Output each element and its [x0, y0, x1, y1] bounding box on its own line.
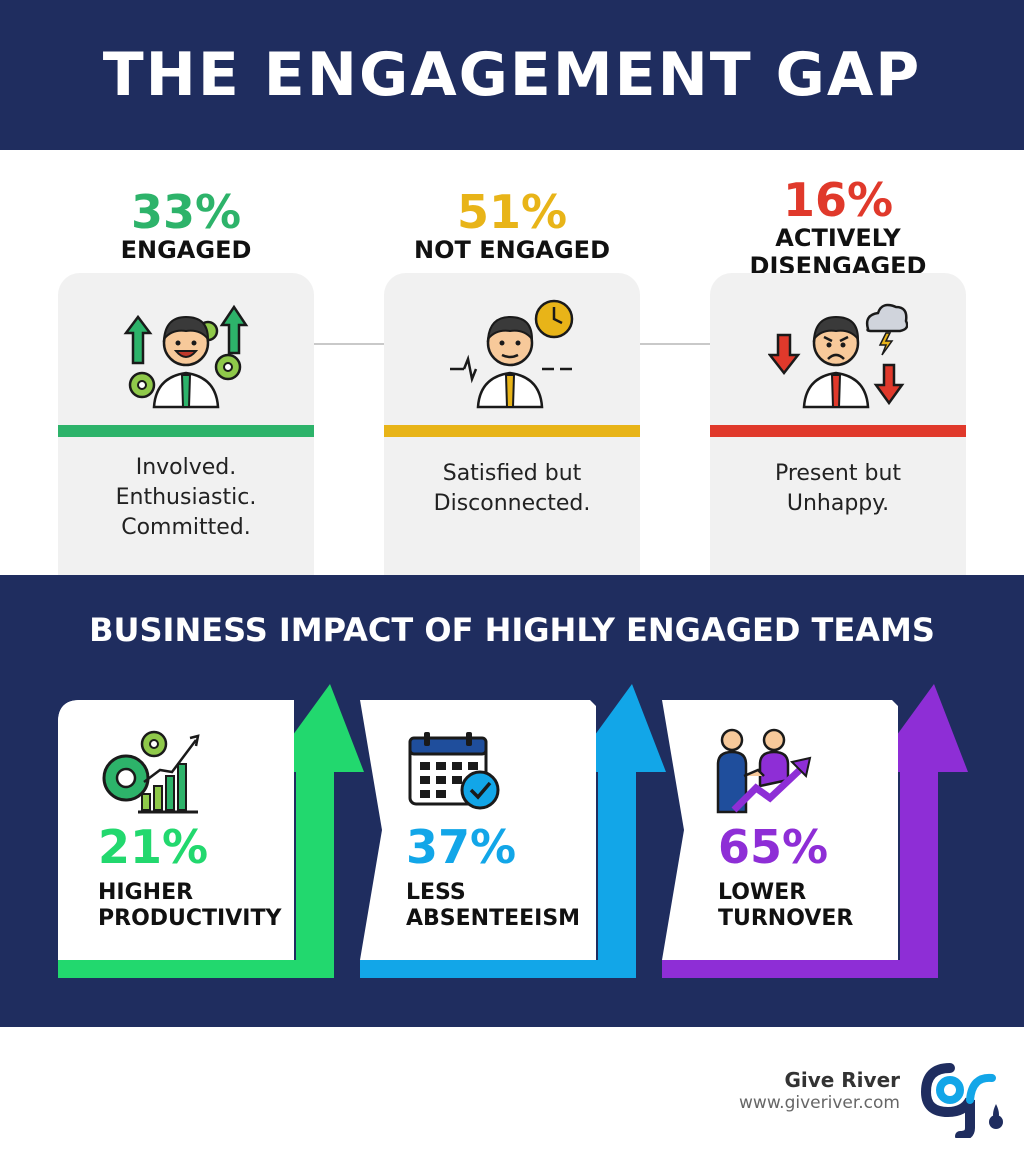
neutral-employee-icon — [450, 299, 574, 409]
engaged-description: Involved. Enthusiastic. Committed. — [58, 453, 314, 543]
engaged-employee-icon — [123, 304, 249, 409]
impact-title: BUSINESS IMPACT OF HIGHLY ENGAGED TEAMS — [89, 611, 935, 649]
desc-line: Unhappy. — [786, 491, 890, 516]
desc-line: Committed. — [121, 515, 251, 540]
not-engaged-card: Satisfied but Disconnected. — [384, 273, 640, 575]
impact-label: LESS ABSENTEEISM — [406, 880, 580, 932]
stat-label: NOT ENGAGED — [414, 236, 610, 264]
impact-label-line: ABSENTEEISM — [406, 906, 581, 931]
engaged-color-bar — [58, 425, 314, 437]
stat-percent: 33% — [130, 185, 242, 239]
stat-not-engaged: 51% NOT ENGAGED — [384, 188, 640, 264]
impact-label-line: HIGHER — [98, 880, 194, 905]
stat-actively-disengaged: 16% ACTIVELY DISENGAGED — [710, 176, 966, 280]
engaged-card: Involved. Enthusiastic. Committed. — [58, 273, 314, 575]
impact-label: LOWER TURNOVER — [718, 880, 853, 932]
not-engaged-color-bar — [384, 425, 640, 437]
impact-label-line: LESS — [406, 880, 466, 905]
stat-percent: 16% — [782, 173, 894, 227]
brand-name: Give River — [784, 1068, 900, 1092]
actively-disengaged-description: Present but Unhappy. — [710, 459, 966, 519]
brand-url[interactable]: www.giveriver.com — [739, 1093, 900, 1113]
impact-percent: 37% — [406, 820, 517, 874]
impact-panel-absenteeism: 37% LESS ABSENTEEISM — [360, 682, 666, 980]
impact-panel-turnover: 65% LOWER TURNOVER — [662, 682, 968, 980]
gears-bar-chart-icon — [102, 730, 200, 814]
handshake-growth-icon — [716, 728, 812, 814]
impact-label-line: TURNOVER — [718, 906, 854, 931]
desc-line: Disconnected. — [433, 491, 591, 516]
angry-employee-icon — [768, 303, 908, 409]
not-engaged-description: Satisfied but Disconnected. — [384, 459, 640, 519]
stat-percent: 51% — [456, 185, 568, 239]
impact-panel-productivity: 21% HIGHER PRODUCTIVITY — [58, 682, 364, 980]
calendar-check-icon — [408, 732, 500, 810]
desc-line: Enthusiastic. — [115, 485, 257, 510]
page-title: THE ENGAGEMENT GAP — [102, 40, 922, 110]
actively-disengaged-card: Present but Unhappy. — [710, 273, 966, 575]
impact-label: HIGHER PRODUCTIVITY — [98, 880, 281, 932]
stat-label-line1: ACTIVELY — [775, 224, 901, 252]
green-arrow-shape — [58, 682, 364, 978]
header-banner: THE ENGAGEMENT GAP — [0, 0, 1024, 150]
desc-line: Satisfied but — [442, 461, 582, 486]
desc-line: Present but — [774, 461, 902, 486]
stat-label: ENGAGED — [120, 236, 252, 264]
impact-label-line: PRODUCTIVITY — [98, 906, 282, 931]
give-river-logo-icon — [920, 1063, 1003, 1138]
stat-engaged: 33% ENGAGED — [58, 188, 314, 264]
impact-percent: 21% — [98, 820, 209, 874]
actively-disengaged-color-bar — [710, 425, 966, 437]
brand-block: Give River www.giveriver.com — [739, 1068, 900, 1114]
impact-label-line: LOWER — [718, 880, 807, 905]
desc-line: Involved. — [135, 455, 237, 480]
impact-percent: 65% — [718, 820, 829, 874]
